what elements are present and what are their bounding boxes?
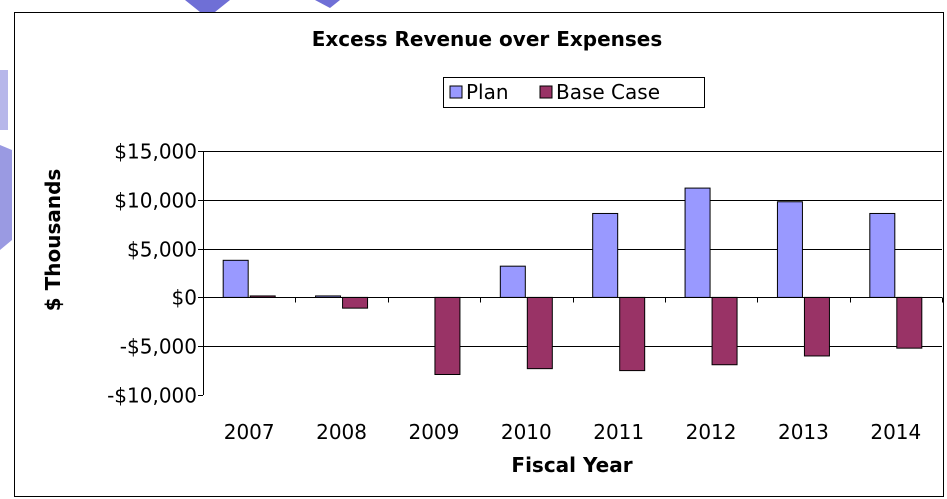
bar-base-case — [711, 296, 738, 366]
decorative-ribbon-top-2 — [315, 0, 340, 8]
bar-plan — [222, 259, 249, 298]
x-axis-title: Fiscal Year — [511, 453, 632, 477]
legend-label-plan: Plan — [466, 80, 509, 104]
x-tick-label: 2013 — [778, 420, 829, 444]
bar-base-case — [619, 296, 646, 372]
legend-swatch-base-case — [539, 85, 553, 99]
x-tick-label: 2008 — [316, 420, 367, 444]
x-tick-label: 2007 — [224, 420, 275, 444]
plot-area: $15,000 $10,000 $5,000 $0 -$5,000 -$10,000 200… — [107, 140, 943, 444]
bar-plan — [776, 201, 803, 298]
x-tick-label: 2011 — [593, 420, 644, 444]
y-tick-label: $15,000 — [114, 140, 197, 164]
y-tick-label: -$10,000 — [107, 384, 197, 408]
decorative-ribbon-top — [185, 0, 230, 12]
bar-plan — [684, 187, 711, 298]
bar-base-case — [803, 296, 830, 357]
decorative-ribbon-side-2 — [0, 145, 12, 250]
bar-base-case — [526, 296, 553, 370]
y-tick-label: $10,000 — [114, 189, 197, 213]
y-tick-label: $0 — [172, 286, 197, 310]
bar-plan — [869, 212, 896, 298]
bar-base-case — [896, 296, 923, 349]
bar-base-case — [434, 296, 461, 376]
legend-box — [443, 77, 705, 108]
y-tick-label: -$5,000 — [120, 335, 197, 359]
legend-swatch-plan — [449, 85, 463, 99]
x-tick-label: 2014 — [870, 420, 921, 444]
chart-title: Excess Revenue over Expenses — [312, 27, 663, 51]
legend: Plan Base Case — [443, 77, 705, 108]
bar-base-case — [342, 296, 369, 309]
x-tick-label: 2012 — [686, 420, 737, 444]
y-axis-title: $ Thousands — [41, 169, 65, 312]
bar-plan — [499, 265, 526, 298]
bar-plan — [592, 212, 619, 298]
y-tick-label: $5,000 — [127, 238, 197, 262]
x-tick-label: 2009 — [408, 420, 459, 444]
legend-label-base-case: Base Case — [556, 80, 660, 104]
decorative-ribbon-side — [0, 70, 8, 130]
x-tick-label: 2010 — [501, 420, 552, 444]
